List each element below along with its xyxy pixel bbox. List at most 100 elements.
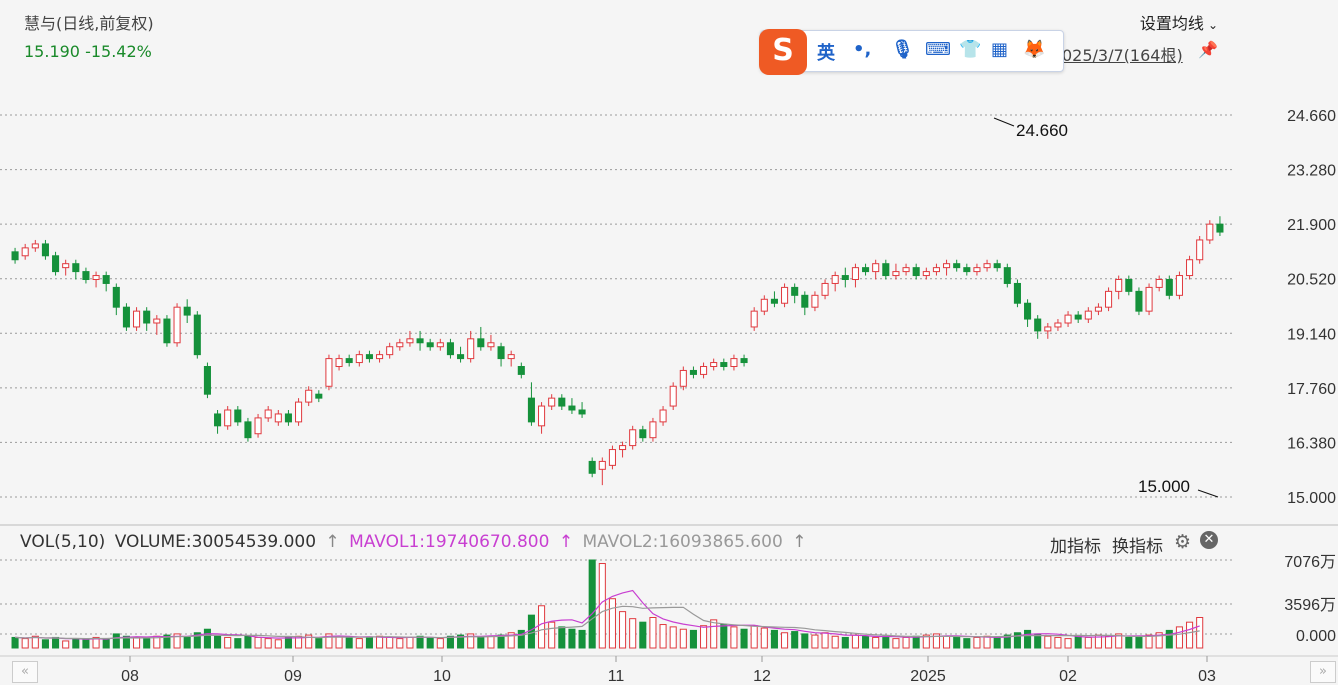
volume-bar <box>21 638 29 649</box>
candle-up <box>355 354 363 364</box>
candle-down <box>446 342 454 356</box>
scroll-left-button[interactable]: « <box>12 661 38 683</box>
candle-up <box>1186 259 1194 277</box>
candle-down <box>841 275 849 281</box>
ma-settings-label: 设置均线 <box>1139 14 1204 33</box>
volume-bar <box>82 639 90 649</box>
candle-up <box>700 366 708 375</box>
candle-down <box>912 267 920 277</box>
candle-up <box>396 342 404 348</box>
price-tick-label: 21.900 <box>1287 217 1336 234</box>
candle-down <box>1024 302 1032 320</box>
candle-up <box>386 346 394 356</box>
add-indicator-button[interactable]: 加指标 <box>1050 537 1101 557</box>
volume-bar <box>619 611 627 649</box>
switch-indicator-button[interactable]: 换指标 <box>1112 537 1163 557</box>
candle-down <box>183 306 191 316</box>
candle-up <box>1094 306 1102 312</box>
candle-down <box>214 413 222 427</box>
ime-language-toggle[interactable]: 英 <box>817 43 835 64</box>
candle-up <box>548 397 556 407</box>
volume-bar <box>700 625 708 649</box>
candle-up <box>295 401 303 423</box>
volume-bar <box>831 635 839 649</box>
scroll-right-button[interactable]: » <box>1310 661 1336 683</box>
candle-down <box>234 409 242 423</box>
ime-logo-icon[interactable]: S <box>759 29 807 75</box>
volume-value: VOLUME:30054539.000 <box>114 532 317 552</box>
shirt-icon[interactable]: 👕 <box>959 39 982 60</box>
price-annotations: 24.660 15.000 <box>993 117 1219 498</box>
candle-down <box>801 294 809 308</box>
gear-icon[interactable]: ⚙ <box>1174 531 1192 553</box>
candle-down <box>1216 223 1224 233</box>
price-chart[interactable]: 24.660 23.280 21.900 20.520 19.140 17.760 16.3… <box>0 0 1338 530</box>
volume-bar <box>841 636 849 649</box>
ime-toolbar[interactable]: S 英 •, 🎙 ⌨ 👕 ▦ 🦊 <box>759 29 1064 75</box>
low-arrow <box>1197 489 1219 498</box>
candle-down <box>193 314 201 356</box>
volume-bar <box>203 628 211 649</box>
volume-bar <box>639 621 647 649</box>
volume-bar <box>264 638 272 649</box>
volume-bar <box>760 627 768 649</box>
candles <box>11 216 1224 486</box>
candle-up <box>21 247 29 257</box>
mic-icon[interactable]: 🎙 <box>891 39 914 60</box>
x-tick-label: 09 <box>284 668 302 685</box>
keyboard-icon[interactable]: ⌨ <box>925 39 951 60</box>
volume-bar <box>902 636 910 649</box>
candle-down <box>1165 279 1173 296</box>
volume-bar <box>568 628 576 649</box>
volume-bar <box>1044 635 1052 649</box>
volume-bar <box>1196 616 1204 649</box>
candle-up <box>669 385 677 407</box>
pin-icon[interactable]: 📌 <box>1198 40 1218 59</box>
volume-bar <box>143 638 151 649</box>
candle-down <box>345 358 353 364</box>
candle-up <box>1196 239 1204 261</box>
candle-down <box>1003 267 1011 284</box>
candle-up <box>507 354 515 360</box>
candle-down <box>315 393 323 399</box>
close-icon[interactable]: ✕ <box>1200 531 1218 549</box>
candle-up <box>629 429 637 447</box>
volume-bar <box>1175 626 1183 649</box>
candle-up <box>922 271 930 277</box>
volume-bar <box>527 614 535 649</box>
ma-settings-button[interactable]: 设置均线 ⌄ <box>1140 10 1218 34</box>
candle-down <box>558 397 566 407</box>
candle-up <box>902 267 910 273</box>
volume-bar <box>943 635 951 649</box>
ime-punctuation-toggle[interactable]: •, <box>853 39 872 60</box>
volume-bar <box>963 638 971 649</box>
grid-icon[interactable]: ▦ <box>991 39 1009 60</box>
candle-down <box>1034 318 1042 332</box>
candle-down <box>770 298 778 304</box>
volume-bar <box>598 563 606 649</box>
volume-bar <box>173 633 181 649</box>
date-range-label[interactable]: 025/3/7(164根) <box>1062 46 1183 65</box>
volume-bar <box>102 638 110 649</box>
candle-down <box>203 366 211 395</box>
price-tick-label: 15.000 <box>1287 490 1336 507</box>
candle-up <box>821 282 829 296</box>
volume-bar <box>1125 636 1133 649</box>
volume-bar <box>1024 629 1032 649</box>
volume-bar <box>538 605 546 649</box>
candle-down <box>244 421 252 439</box>
mascot-icon[interactable]: 🦊 <box>1023 39 1046 60</box>
volume-bar <box>608 598 616 649</box>
volume-bar <box>689 629 697 649</box>
arrow-up-icon: ↑ <box>792 532 807 552</box>
mavol2-value: MAVOL2:16093865.600 <box>582 532 783 552</box>
volume-bar <box>1013 632 1021 649</box>
x-axis: 08 09 10 11 12 2025 02 03 <box>121 656 1216 685</box>
volume-bar <box>133 636 141 649</box>
volume-tick-label: 0.000 <box>1296 628 1336 645</box>
high-arrow <box>993 117 1015 127</box>
candle-up <box>1206 223 1214 241</box>
volume-bar <box>669 626 677 649</box>
volume-bar <box>730 626 738 649</box>
